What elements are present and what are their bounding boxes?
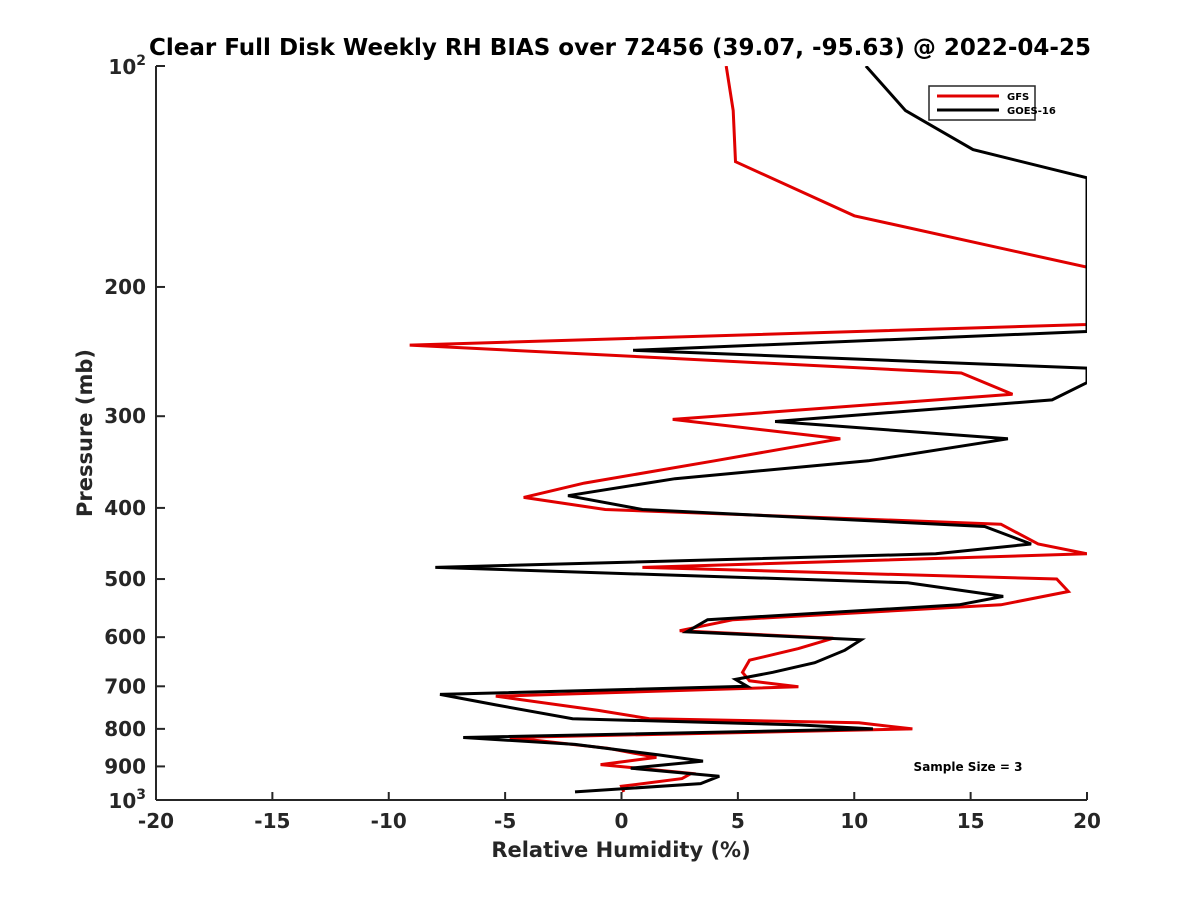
y-tick-label: 200 bbox=[104, 275, 146, 299]
legend: GFS GOES-16 bbox=[928, 85, 1056, 121]
legend-label: GOES-16 bbox=[1007, 106, 1056, 117]
y-tick-label: 600 bbox=[104, 625, 146, 649]
x-tick-label: 15 bbox=[957, 809, 985, 833]
legend-box bbox=[928, 85, 1036, 121]
y-axis-label: Pressure (mb) bbox=[73, 349, 97, 517]
plot-lines bbox=[409, 66, 1087, 794]
x-axis-label: Relative Humidity (%) bbox=[491, 838, 750, 862]
sample-size-annotation: Sample Size = 3 bbox=[914, 760, 1023, 774]
x-tick-label: -5 bbox=[494, 809, 516, 833]
y-tick-label: 300 bbox=[104, 404, 146, 428]
x-tick-label: 10 bbox=[840, 809, 868, 833]
x-tick-label: -20 bbox=[138, 809, 174, 833]
y-tick-label: 500 bbox=[104, 567, 146, 591]
x-tick-label: 0 bbox=[615, 809, 629, 833]
x-tick-label: -15 bbox=[254, 809, 290, 833]
y-tick-label: 400 bbox=[104, 496, 146, 520]
x-tick-label: 5 bbox=[731, 809, 745, 833]
x-tick-label: 20 bbox=[1073, 809, 1101, 833]
x-tick-label: -10 bbox=[371, 809, 407, 833]
chart-title: Clear Full Disk Weekly RH BIAS over 7245… bbox=[149, 35, 1091, 61]
ticks: -20 -15 -10 -5 0 5 10 15 20 102 200 300 400 500 600 700… bbox=[104, 53, 1101, 833]
legend-label: GFS bbox=[1007, 92, 1029, 103]
series-line-gfs bbox=[409, 66, 1087, 793]
y-tick-label: 900 bbox=[104, 754, 146, 778]
y-tick-label: 700 bbox=[104, 674, 146, 698]
series-line-goes-16 bbox=[435, 66, 1087, 794]
y-tick-label: 103 bbox=[108, 787, 146, 813]
y-tick-label: 800 bbox=[104, 717, 146, 741]
y-tick-label: 102 bbox=[108, 53, 146, 79]
